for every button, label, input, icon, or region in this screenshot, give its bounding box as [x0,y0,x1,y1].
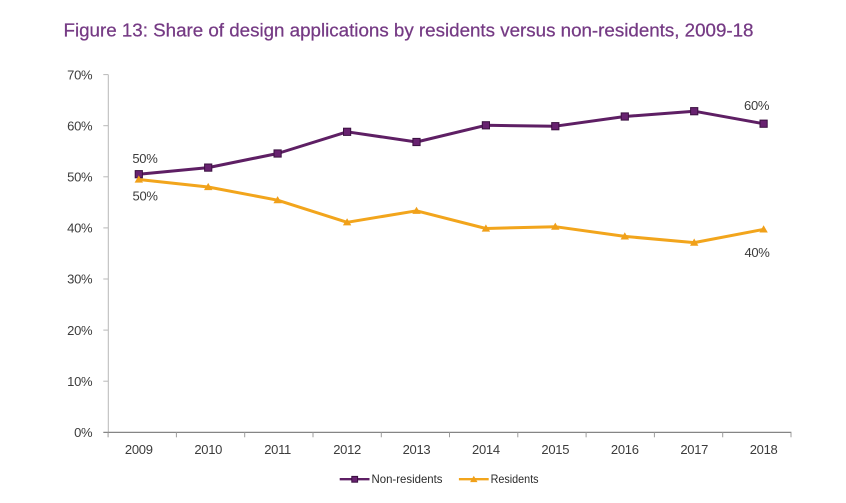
svg-text:20%: 20% [67,323,93,338]
svg-text:2015: 2015 [541,442,569,457]
svg-text:2017: 2017 [680,442,708,457]
svg-text:0%: 0% [74,425,93,440]
svg-text:2016: 2016 [611,442,639,457]
svg-text:50%: 50% [132,151,158,166]
svg-text:70%: 70% [67,67,93,82]
svg-text:2011: 2011 [264,442,291,457]
svg-text:2013: 2013 [403,442,431,457]
svg-text:60%: 60% [67,118,93,133]
svg-text:2012: 2012 [333,442,361,457]
svg-text:10%: 10% [67,374,93,389]
svg-text:60%: 60% [744,98,770,113]
svg-text:2018: 2018 [750,442,778,457]
svg-text:Non-residents: Non-residents [372,472,443,486]
svg-text:40%: 40% [67,221,93,236]
svg-text:2010: 2010 [194,442,222,457]
svg-text:Residents: Residents [491,472,539,486]
svg-text:50%: 50% [133,188,159,203]
svg-text:2009: 2009 [125,442,153,457]
svg-text:50%: 50% [67,170,93,185]
svg-text:40%: 40% [744,245,770,260]
svg-text:30%: 30% [67,272,93,287]
svg-text:2014: 2014 [472,442,500,457]
svg-text:Figure 13: Share of design app: Figure 13: Share of design applications … [64,20,754,41]
